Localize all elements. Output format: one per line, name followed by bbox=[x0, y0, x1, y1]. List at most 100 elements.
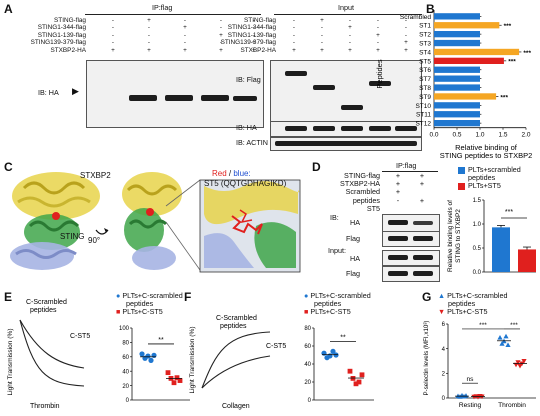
sign: - bbox=[252, 31, 256, 39]
panel-e-legend: ● PLTs+C-scrambled peptides ■ PLTs+C-ST5 bbox=[116, 291, 183, 317]
sign: + bbox=[292, 46, 296, 54]
legend-text: PLTs+C-ST5 bbox=[122, 307, 163, 317]
panel-d-flag-label: Flag bbox=[346, 234, 360, 243]
data-point bbox=[499, 341, 505, 346]
sign: + bbox=[376, 31, 380, 39]
legend-text: PLTs+scrambled bbox=[468, 165, 521, 174]
sign: - bbox=[252, 17, 256, 24]
panel-b-xlabel-2: STING peptides to STXBP2 bbox=[440, 151, 533, 160]
sign: + bbox=[183, 24, 187, 32]
legend-triangle-down-icon: ▼ bbox=[438, 307, 446, 317]
bar bbox=[434, 93, 497, 100]
row-label: STXBP2-HA bbox=[340, 179, 380, 189]
sign: - bbox=[183, 39, 187, 47]
blot-band bbox=[285, 126, 307, 131]
y-tick-label: 0 bbox=[126, 398, 130, 404]
blot-band bbox=[369, 81, 391, 86]
sign: + bbox=[320, 46, 324, 54]
sign: + bbox=[219, 31, 223, 39]
panel-a-input-row-labels: STING-flag STING1-344-flag STING1-139-fl… bbox=[196, 17, 276, 54]
curve-label: peptides bbox=[220, 323, 247, 330]
panel-d-chart: 0.00.51.01.5 Relative binding levels of … bbox=[447, 198, 536, 276]
sign: - bbox=[292, 24, 296, 32]
row-label: STING-flag bbox=[244, 17, 276, 24]
category-label: ST7 bbox=[419, 76, 431, 83]
category-label: ST12 bbox=[415, 121, 431, 128]
sign: + bbox=[419, 195, 425, 205]
sign: - bbox=[320, 24, 324, 32]
bar bbox=[434, 31, 480, 38]
x-tick-label: 0.0 bbox=[429, 132, 438, 139]
sign: + bbox=[348, 46, 352, 54]
data-point bbox=[521, 359, 527, 364]
bar bbox=[434, 22, 500, 29]
row-label: STING1-139-flag bbox=[37, 31, 86, 39]
row-label: STING139-379-flag bbox=[220, 39, 276, 47]
curve-st5 bbox=[201, 355, 271, 389]
row-label: STING1-139-flag bbox=[227, 31, 276, 39]
y-tick-label: 4 bbox=[442, 347, 446, 353]
bar bbox=[434, 120, 480, 127]
x-tick-label: 2.0 bbox=[521, 132, 530, 139]
panel-g-letter: G bbox=[422, 290, 432, 304]
panel-d-rows: STING-flag STXBP2-HA Scrambled peptides … bbox=[318, 171, 380, 213]
sign: - bbox=[348, 31, 352, 39]
row-label: STING-flag bbox=[344, 171, 380, 180]
category-label: Resting bbox=[459, 402, 482, 409]
row-label: peptides bbox=[352, 195, 380, 205]
sign: - bbox=[147, 39, 151, 47]
legend-sep: / bbox=[226, 169, 234, 178]
data-point bbox=[165, 370, 171, 376]
y-tick-label: 100 bbox=[119, 326, 130, 332]
bar bbox=[434, 57, 504, 64]
category-label: ST5 bbox=[419, 58, 431, 65]
data-point bbox=[463, 393, 469, 398]
category-label: ST6 bbox=[419, 67, 431, 74]
panel-a-input-ha-blot bbox=[270, 121, 422, 137]
row-label: STXBP2-HA bbox=[50, 46, 86, 54]
data-point bbox=[353, 381, 359, 387]
panel-d-ib: IB: bbox=[330, 213, 339, 222]
sign: - bbox=[183, 17, 187, 24]
panel-f-legend: ● PLTs+C-scrambled peptides ■ PLTs+C-ST5 bbox=[304, 291, 371, 317]
legend-red: Red bbox=[212, 169, 227, 178]
bar bbox=[434, 39, 480, 47]
sign: - bbox=[111, 31, 115, 39]
curve-label: C-Scrambled bbox=[26, 299, 67, 306]
panel-a-signs-ip: - + - - - - - + - - - - - + - - - - - + + + + + + bbox=[95, 17, 269, 54]
legend-text: PLTs+C-scrambled bbox=[310, 291, 371, 300]
legend-dot-icon: ● bbox=[116, 291, 121, 300]
curve-label: C-Scrambled bbox=[216, 315, 257, 322]
panel-a-row-labels: STING-flag STING1-344-flag STING1-139-fl… bbox=[8, 17, 86, 54]
bar bbox=[434, 13, 480, 20]
legend-text: PLTs+C-scrambled bbox=[122, 291, 183, 300]
sign: - bbox=[252, 24, 256, 32]
panel-e-letter: E bbox=[4, 290, 13, 304]
curve-scrambled bbox=[19, 319, 85, 387]
panel-f-ylabel: Light Transmission (%) bbox=[189, 326, 196, 393]
sign: - bbox=[376, 24, 380, 32]
y-tick-label: 1.5 bbox=[473, 198, 482, 204]
bar bbox=[434, 48, 520, 56]
panel-d-ylabel-2: STING to STXBP2 bbox=[455, 209, 462, 263]
sign: + bbox=[395, 171, 401, 180]
sign: + bbox=[147, 17, 151, 24]
legend-square-icon: ■ bbox=[304, 307, 309, 317]
panel-d-input-flag-blot bbox=[382, 266, 440, 282]
blot-band bbox=[233, 96, 257, 101]
category-label: ST10 bbox=[415, 103, 431, 110]
sign: - bbox=[111, 17, 115, 24]
data-point bbox=[517, 363, 523, 369]
curve-label: C-ST5 bbox=[266, 343, 286, 350]
sign: + bbox=[419, 171, 425, 180]
y-tick-label: 20 bbox=[304, 380, 311, 386]
panel-a-input-underline bbox=[274, 14, 422, 15]
panel-d-ha2-label: HA bbox=[350, 254, 360, 263]
sign: + bbox=[219, 46, 223, 54]
category-label: ST3 bbox=[419, 41, 431, 48]
sign: + bbox=[404, 46, 408, 54]
panel-a-input-actin-blot bbox=[270, 137, 422, 151]
sign: + bbox=[252, 46, 256, 54]
significance-stars: *** bbox=[508, 59, 516, 66]
legend-dot-icon: ● bbox=[304, 291, 309, 300]
